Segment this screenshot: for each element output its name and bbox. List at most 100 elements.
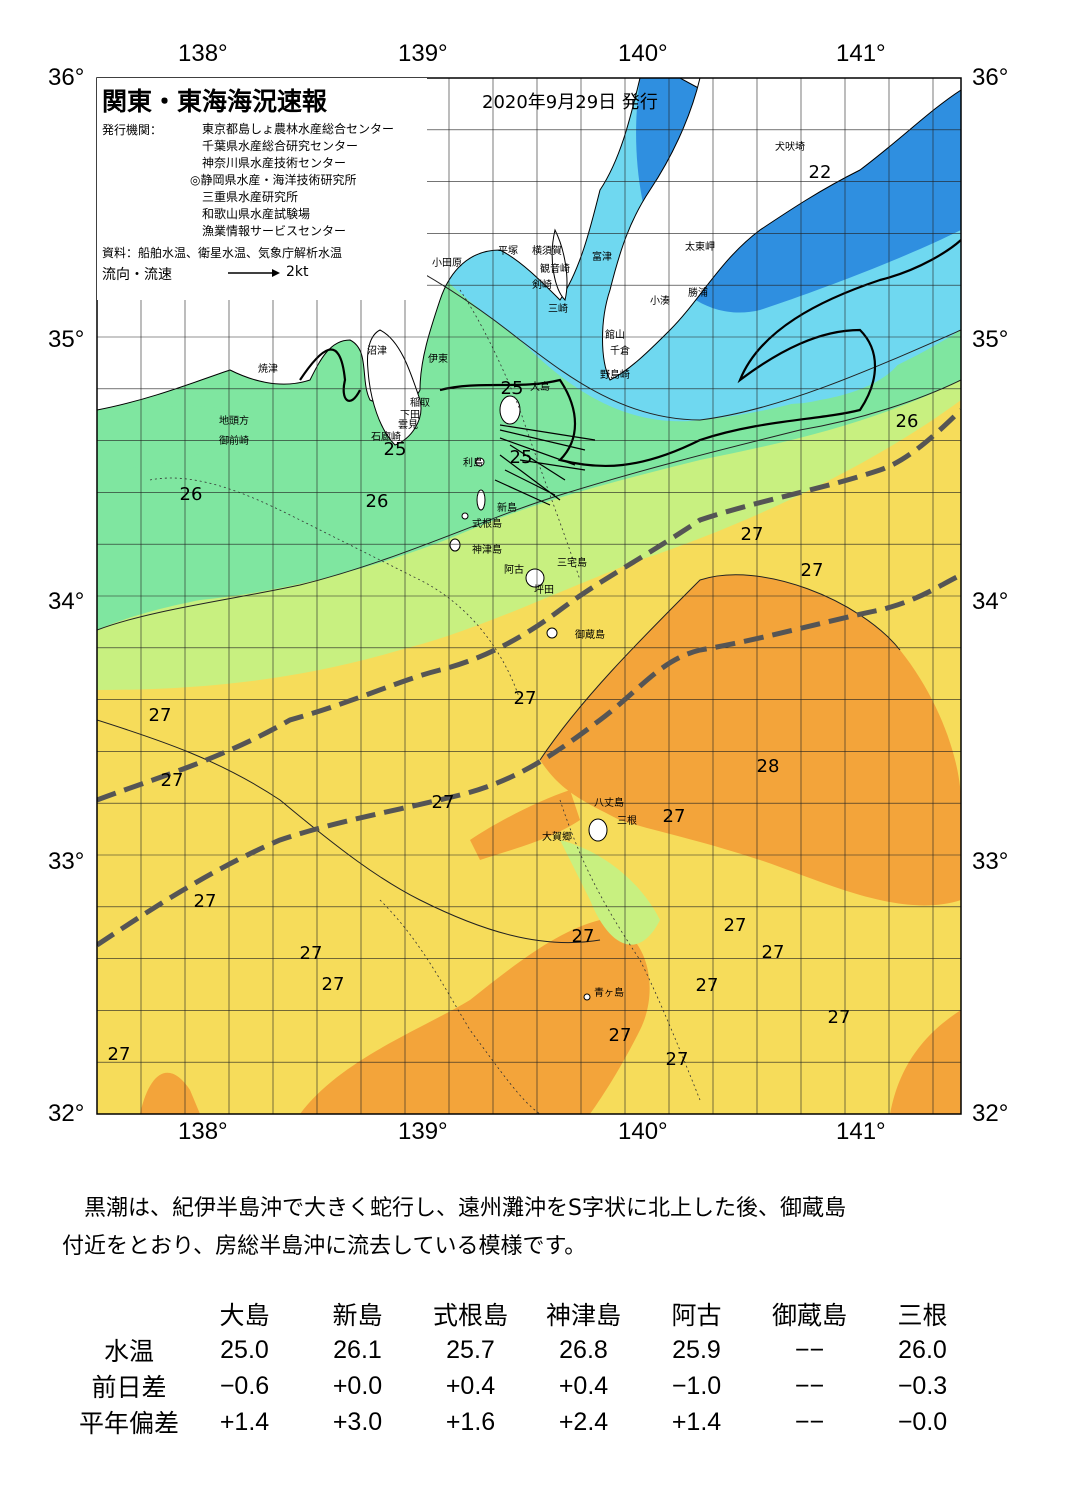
publisher: 千葉県水産総合研究センター (202, 139, 359, 153)
lat-label-left: 35° (48, 326, 85, 353)
isotherm-label: 27 (828, 1007, 851, 1028)
lon-label-bottom: 140° (618, 1118, 668, 1145)
place-name-label: 剣崎 (532, 278, 552, 291)
lat-label-right: 34° (972, 588, 1009, 615)
isotherm-label: 22 (809, 162, 832, 183)
lat-label-left: 34° (48, 588, 85, 615)
sst-map: 138° 139° 140° 141° 138° 139° 140° 141° … (48, 40, 1009, 1145)
place-name-label: 犬吠埼 (775, 140, 805, 153)
table-cell: −1.0 (671, 1371, 722, 1400)
station-temperature-table: 大島 新島 式根島 神津島 阿古 御蔵島 三根 水温 25.0 26.1 25.… (70, 1296, 979, 1440)
place-name-label: 勝浦 (688, 286, 708, 299)
isotherm-label: 27 (696, 975, 719, 996)
place-name-label: 野島崎 (600, 368, 630, 381)
place-name-label: 下田 (400, 410, 420, 421)
table-column-header: 御蔵島 (771, 1302, 847, 1330)
place-name-label: 御前崎 (219, 434, 249, 447)
island-miyakejima (525, 568, 545, 588)
place-name-label: 御蔵島 (575, 628, 605, 641)
isotherm-label: 27 (161, 770, 184, 791)
publisher-list: 東京都島しょ農林水産総合センター 千葉県水産総合研究センター 神奈川県水産技術セ… (190, 121, 394, 240)
island-hachijojima (588, 818, 608, 842)
island-oshima (499, 395, 521, 425)
table-cell: +2.4 (558, 1407, 609, 1436)
place-name-label: 石廊崎 (371, 430, 401, 443)
lon-label-top: 140° (618, 40, 668, 67)
sst-band-28 (540, 574, 961, 906)
isotherm-label: 27 (762, 942, 785, 963)
current-legend-scale: 2kt (286, 264, 309, 280)
table-cell: +1.6 (445, 1407, 496, 1436)
kuroshio-axis-line (97, 572, 961, 948)
table-cell: +0.4 (558, 1371, 609, 1400)
isotherm-label: 27 (108, 1044, 131, 1065)
island-toshima (475, 457, 485, 467)
lat-label-right: 33° (972, 848, 1009, 875)
place-name-label: 大賀郷 (542, 830, 572, 843)
table-row-header: 平年偏差 (78, 1410, 179, 1438)
place-name-label: 新島 (497, 501, 517, 514)
isotherm-label: 27 (609, 1025, 632, 1046)
table-column-header: 三根 (897, 1302, 948, 1330)
data-source: 資料：船舶水温、衛星水温、気象庁解析水温 (102, 246, 343, 260)
isotherm-bold (439, 239, 961, 468)
table-cell: −− (794, 1335, 825, 1364)
table-cell: +1.4 (219, 1407, 270, 1436)
lon-label-top: 138° (178, 40, 228, 67)
sst-band-28 (470, 790, 580, 860)
place-name-label: 焼津 (258, 363, 278, 375)
issue-date: 2020年9月29日 発行 (482, 92, 658, 113)
publisher: 漁業情報サービスセンター (202, 224, 347, 238)
table-cell: 26.1 (333, 1335, 382, 1364)
isotherm-label: 27 (741, 524, 764, 545)
isotherm-line (539, 574, 901, 761)
place-name-label: 横須賀 (532, 244, 562, 257)
table-cell: +0.4 (445, 1371, 496, 1400)
table-cell: 25.0 (220, 1335, 269, 1364)
place-name-label: 千倉 (610, 344, 630, 357)
publisher-label: 発行機関： (102, 123, 163, 137)
publisher: 三重県水産研究所 (202, 190, 299, 204)
table-column-header: 式根島 (432, 1302, 508, 1330)
map-frame (96, 77, 962, 1115)
place-name-label: 小田原 (432, 257, 462, 269)
place-name-label: 阿古 (504, 563, 524, 576)
table-row: 平年偏差 +1.4 +3.0 +1.6 +2.4 +1.4 −− −0.0 (70, 1404, 979, 1440)
isotherm-label: 27 (724, 915, 747, 936)
table-column-header: 大島 (219, 1302, 270, 1330)
table-cell: −0.6 (219, 1371, 270, 1400)
place-name-label: 神津島 (472, 543, 502, 556)
map-title: 関東・東海海況速報 (102, 87, 328, 116)
isotherm-label: 28 (757, 756, 780, 777)
isotherm-label: 27 (322, 974, 345, 995)
place-name-label: 八丈島 (594, 796, 624, 809)
isotherm-label: 27 (194, 891, 217, 912)
table-row: 前日差 −0.6 +0.0 +0.4 +0.4 −1.0 −− −0.3 (70, 1368, 979, 1404)
island-niijima (476, 489, 486, 511)
isotherm-line (97, 379, 961, 631)
kuroshio-axis-line (97, 408, 961, 803)
current-arrows (494, 424, 596, 506)
place-name-label: 青ヶ島 (594, 986, 624, 999)
map-canvas: 22 25 25 25 26 26 26 27 27 27 27 27 27 27 28 27 27 27 27 27… (96, 77, 962, 1115)
table-cell: 26.8 (559, 1335, 608, 1364)
lat-label-left: 36° (48, 64, 85, 91)
current-legend-label: 流向・流速 (102, 267, 172, 283)
isotherm-label: 26 (896, 411, 919, 432)
table-cell: 26.0 (898, 1335, 947, 1364)
table-cell: 25.9 (672, 1335, 721, 1364)
isotherm-label: 27 (801, 560, 824, 581)
isotherm-label: 26 (180, 484, 203, 505)
table-cell: +3.0 (332, 1407, 383, 1436)
table-row: 水温 25.0 26.1 25.7 26.8 25.9 −− 26.0 (70, 1332, 979, 1368)
isotherm-label: 27 (663, 806, 686, 827)
isotherm-bold (299, 348, 361, 402)
table-cell: −0.3 (897, 1371, 948, 1400)
publisher: 和歌山県水産試験場 (202, 207, 311, 221)
place-name-label: 富津 (592, 250, 612, 263)
table-column-header: 阿古 (671, 1302, 722, 1330)
land-miura (551, 228, 568, 301)
bathymetry-contour (149, 477, 521, 701)
lat-label-right: 32° (972, 1100, 1009, 1127)
island-kozushima (449, 538, 461, 552)
